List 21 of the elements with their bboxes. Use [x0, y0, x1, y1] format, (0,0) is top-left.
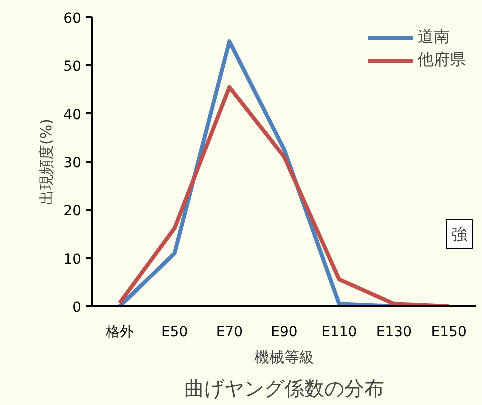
x-tick-label: E70 — [216, 324, 243, 340]
y-tick-label: 50 — [64, 59, 82, 76]
y-tick-label: 10 — [64, 252, 82, 268]
text: 曲げヤング係数の分布 — [184, 376, 384, 400]
x-tick-label: E50 — [161, 324, 188, 340]
annotation: 強 — [452, 224, 468, 244]
y-tick-label: 0 — [72, 300, 82, 316]
x-tick-label: E110 — [322, 324, 358, 340]
x-tick-label: E130 — [376, 324, 412, 340]
legend-label: 道南 — [418, 27, 450, 48]
x-axis-title: 機械等級 — [254, 348, 314, 366]
x-tick-label: 格外 — [104, 324, 134, 340]
x-tick-label: E150 — [431, 324, 467, 340]
y-axis-title: 出現頻度(%) — [38, 119, 56, 205]
y-tick-label: 60 — [64, 11, 82, 27]
y-tick-label: 40 — [64, 107, 82, 124]
y-tick-label: 30 — [64, 156, 82, 172]
line-series — [118, 85, 452, 306]
x-tick-label: E90 — [271, 324, 298, 340]
legend-label: 他府県 — [418, 50, 466, 71]
y-tick-label: 20 — [64, 204, 82, 220]
